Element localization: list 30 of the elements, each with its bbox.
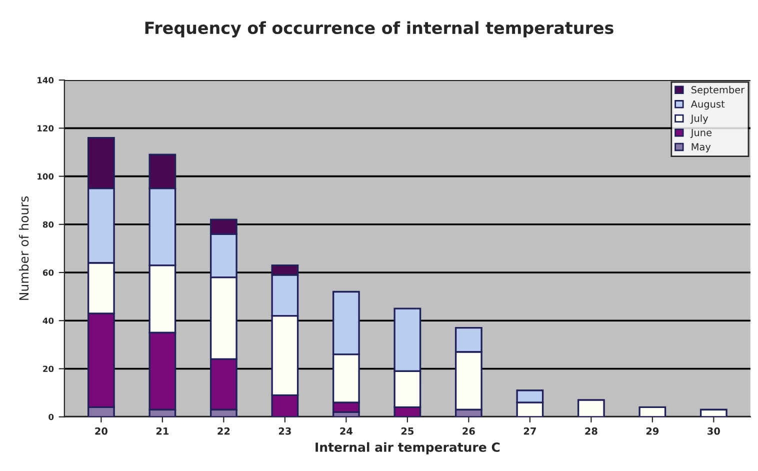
chart-title: Frequency of occurrence of internal temperatures bbox=[145, 21, 614, 38]
legend-label: August bbox=[690, 100, 725, 110]
legend-label: July bbox=[690, 114, 708, 124]
x-tick-label: 20 bbox=[95, 427, 108, 435]
legend-label: June bbox=[690, 129, 712, 138]
x-tick-label: 29 bbox=[646, 427, 659, 435]
x-tick-label: 21 bbox=[156, 427, 169, 435]
x-tick-label: 28 bbox=[585, 427, 598, 435]
y-axis-title: Number of hours bbox=[18, 196, 29, 300]
x-tick-label: 27 bbox=[524, 427, 536, 435]
y-tick-label: 20 bbox=[43, 366, 54, 372]
y-tick-label: 80 bbox=[42, 221, 54, 228]
x-tick-label: 25 bbox=[401, 427, 414, 435]
legend-label: May bbox=[692, 143, 711, 152]
legend-label: September bbox=[691, 86, 745, 96]
y-tick-label: 100 bbox=[38, 173, 54, 180]
y-tick-label: 40 bbox=[42, 318, 54, 324]
y-tick-label: 140 bbox=[38, 77, 54, 84]
y-tick-label: 120 bbox=[38, 125, 54, 132]
x-tick-label: 22 bbox=[218, 427, 230, 435]
y-tick-label: 0 bbox=[48, 414, 54, 420]
y-tick-label: 60 bbox=[42, 269, 54, 276]
bar bbox=[700, 408, 728, 417]
x-tick-label: 26 bbox=[462, 427, 475, 435]
bar bbox=[638, 406, 666, 417]
bar bbox=[577, 399, 605, 417]
x-tick-label: 30 bbox=[708, 427, 720, 435]
x-tick-label: 24 bbox=[340, 427, 352, 435]
x-tick-label: 23 bbox=[278, 427, 291, 435]
x-axis-title: Internal air temperature C bbox=[316, 442, 500, 454]
